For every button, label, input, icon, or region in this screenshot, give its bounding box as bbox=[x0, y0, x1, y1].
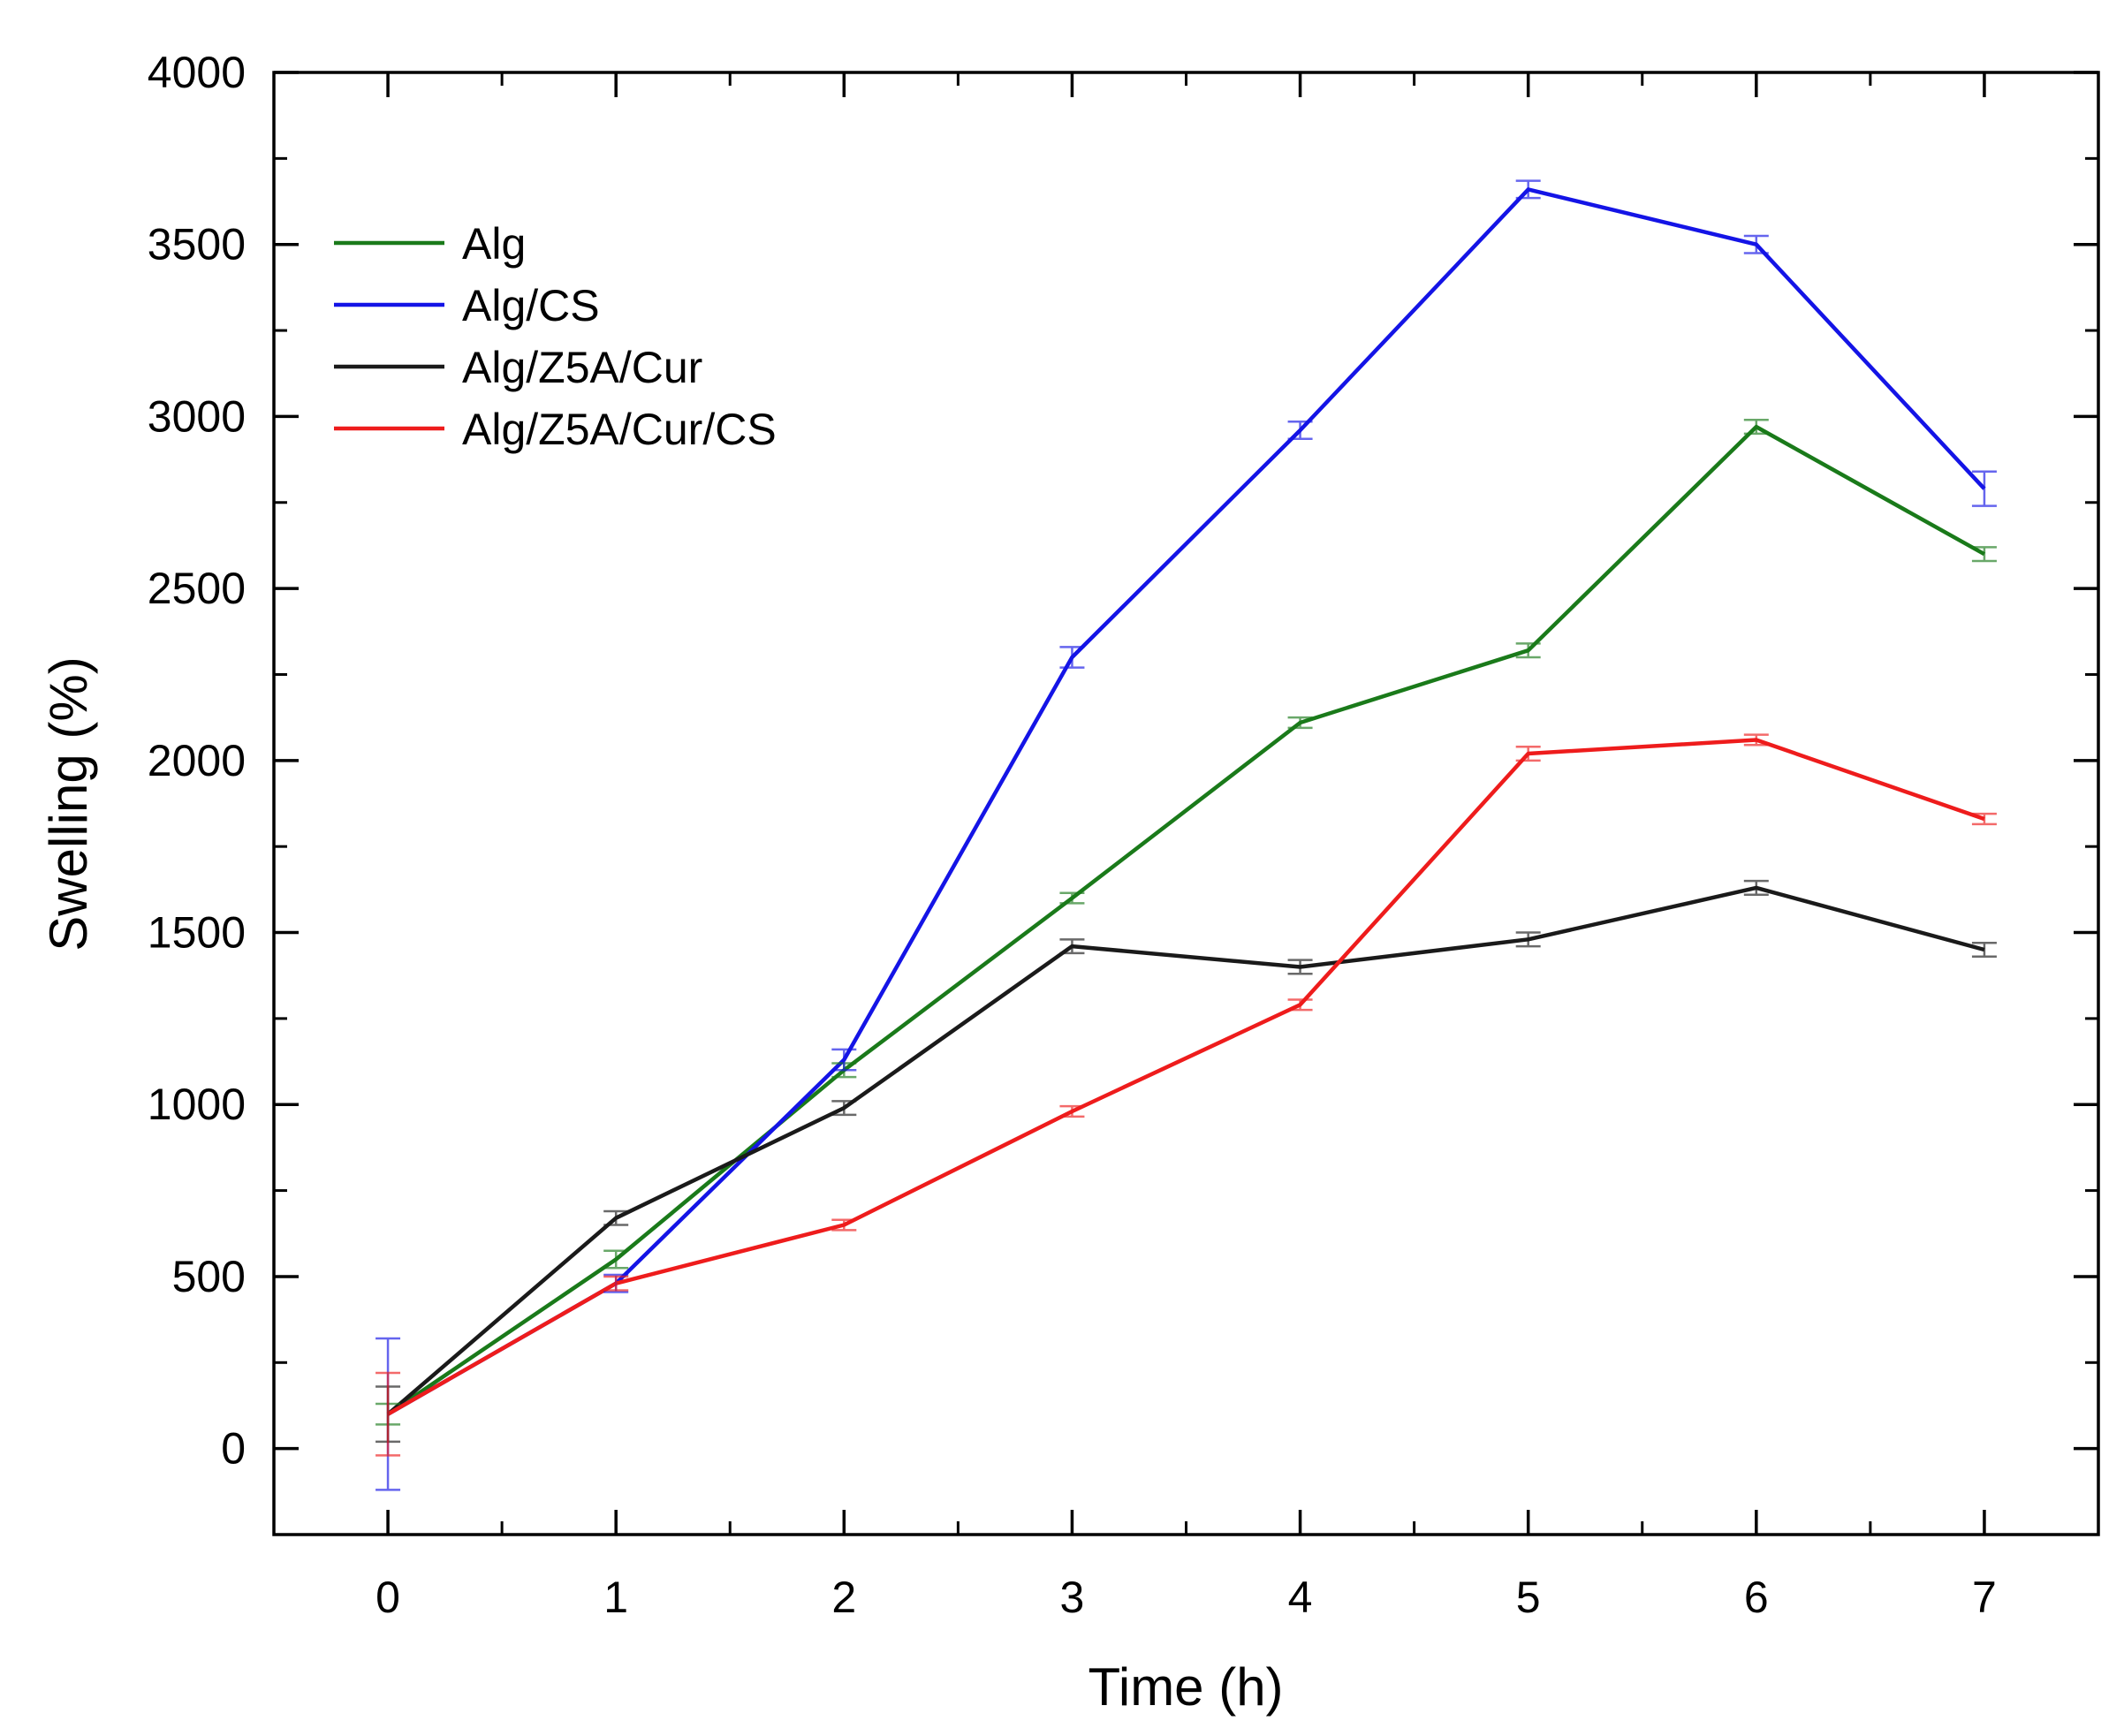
error-bar bbox=[1971, 812, 1997, 826]
error-bar bbox=[1971, 470, 1997, 507]
y-tick-label: 3000 bbox=[148, 391, 246, 441]
error-bar bbox=[1287, 998, 1313, 1012]
series-line-0 bbox=[386, 424, 1985, 1416]
error-bar bbox=[831, 1218, 857, 1232]
error-bar bbox=[1059, 646, 1085, 669]
x-tick-labels: 0 1 2 3 4 5 6 7 bbox=[375, 1573, 1997, 1622]
legend-label: Alg/Z5A/Cur bbox=[462, 343, 702, 392]
error-bar bbox=[1971, 941, 1997, 959]
error-bar bbox=[1287, 959, 1313, 975]
plot-area-frame bbox=[272, 71, 2100, 1536]
series-line-2 bbox=[386, 885, 1985, 1416]
y-tick-label: 0 bbox=[221, 1424, 246, 1474]
error-bar bbox=[1743, 879, 1769, 896]
error-bar bbox=[603, 1249, 629, 1270]
x-axis-title: Time (h) bbox=[1088, 1657, 1283, 1717]
error-bar bbox=[831, 1100, 857, 1117]
error-bar bbox=[1059, 1104, 1085, 1118]
legend-label: Alg bbox=[462, 219, 526, 269]
y-tick-label: 500 bbox=[172, 1252, 246, 1301]
x-tick-label: 3 bbox=[1060, 1573, 1085, 1622]
x-tick-label: 2 bbox=[831, 1573, 856, 1622]
error-bar bbox=[1287, 716, 1313, 730]
x-tick-label: 5 bbox=[1516, 1573, 1541, 1622]
error-bar bbox=[1059, 891, 1085, 905]
error-bar bbox=[1515, 931, 1541, 948]
y-tick-label: 4000 bbox=[148, 48, 246, 97]
legend-label: Alg/CS bbox=[462, 281, 600, 330]
error-bar bbox=[1515, 745, 1541, 762]
series-line-1 bbox=[386, 187, 1986, 1416]
error-bar bbox=[603, 1209, 629, 1226]
error-bar bbox=[831, 1048, 857, 1072]
y-tick-label: 1500 bbox=[148, 908, 246, 958]
x-tick-label: 6 bbox=[1744, 1573, 1769, 1622]
legend-item: Alg bbox=[334, 219, 526, 269]
y-tick-label: 3500 bbox=[148, 220, 246, 269]
error-bar bbox=[1743, 419, 1769, 436]
data-series bbox=[386, 187, 1986, 1416]
error-bar bbox=[1743, 733, 1769, 747]
legend-label: Alg/Z5A/Cur/CS bbox=[462, 405, 777, 454]
error-bar bbox=[1515, 179, 1541, 200]
y-tick-label: 2500 bbox=[148, 564, 246, 613]
error-bar bbox=[1059, 938, 1085, 955]
legend-item: Alg/Z5A/Cur/CS bbox=[334, 405, 777, 454]
error-bar bbox=[1515, 642, 1541, 659]
legend: Alg Alg/CS Alg/Z5A/Cur Alg/Z5A/Cur/CS bbox=[334, 219, 777, 454]
error-bar bbox=[1287, 421, 1313, 440]
x-tick-label: 1 bbox=[603, 1573, 628, 1622]
error-bar bbox=[1743, 234, 1769, 254]
x-tick-label: 4 bbox=[1288, 1573, 1313, 1622]
y-tick-labels: 0 500 1000 1500 2000 2500 3000 3500 4000 bbox=[148, 48, 246, 1474]
error-bar bbox=[1971, 546, 1997, 563]
error-bar bbox=[603, 1275, 629, 1292]
y-tick-label: 2000 bbox=[148, 736, 246, 785]
legend-item: Alg/CS bbox=[334, 281, 600, 330]
x-tick-label: 7 bbox=[1972, 1573, 1997, 1622]
error-bar bbox=[375, 1371, 401, 1457]
legend-item: Alg/Z5A/Cur bbox=[334, 343, 702, 392]
x-tick-label: 0 bbox=[375, 1573, 400, 1622]
y-tick-label: 1000 bbox=[148, 1080, 246, 1129]
error-bars bbox=[375, 179, 1997, 1491]
series-line-3 bbox=[386, 738, 1985, 1416]
y-axis-title: Swelling (%) bbox=[39, 656, 98, 951]
